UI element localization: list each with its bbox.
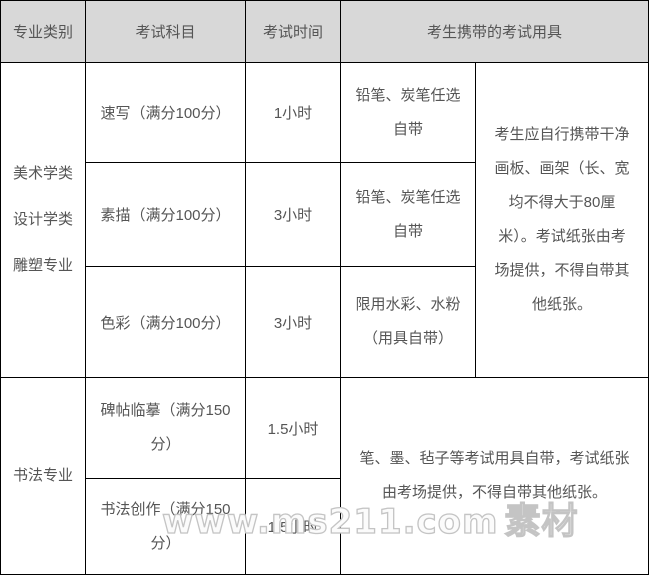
time-color: 3小时 [245, 266, 341, 378]
note-calligraphy: 笔、墨、毡子等考试用具自带，考试纸张 由考场提供，不得自带其他纸张。 [339, 377, 649, 575]
time-drawing: 3小时 [245, 162, 341, 267]
time-sketch: 1小时 [245, 62, 341, 163]
time-creation: 1.5小时 [245, 478, 341, 575]
subject-creation: 书法创作（满分150 分） [85, 478, 246, 575]
table-row-sketch: 美术学类 设计学类 雕塑专业 速写（满分100分） 1小时 铅笔、炭笔任选 自带… [0, 62, 649, 378]
subject-copying: 碑帖临摹（满分150 分） [85, 377, 246, 479]
tools-sketch: 铅笔、炭笔任选 自带 [340, 62, 476, 163]
table-row-drawing: 素描（满分100分） 3小时 铅笔、炭笔任选 自带 [1, 162, 649, 267]
header-tools: 考生携带的考试用具 [339, 0, 649, 63]
header-subject: 考试科目 [85, 0, 246, 63]
category-art: 美术学类 设计学类 雕塑专业 [0, 62, 86, 378]
tools-drawing: 铅笔、炭笔任选 自带 [340, 162, 476, 267]
header-time: 考试时间 [245, 0, 341, 63]
subject-drawing: 素描（满分100分） [85, 162, 246, 267]
category-calligraphy: 书法专业 [0, 377, 86, 575]
subject-sketch: 速写（满分100分） [85, 62, 246, 163]
subject-color: 色彩（满分100分） [85, 266, 246, 378]
tools-color: 限用水彩、水粉 （用具自带） [340, 266, 476, 378]
note-art: 考生应自行携带干净 画板、画架（长、宽 均不得大于80厘 米）。考试纸张由考 场… [474, 62, 649, 378]
table-row-color: 色彩（满分100分） 3小时 限用水彩、水粉 （用具自带） [1, 266, 649, 378]
table-row-copying: 书法专业 碑帖临摹（满分150 分） 1.5小时 笔、墨、毡子等考试用具自带，考… [0, 377, 649, 575]
header-row: 专业类别 考试科目 考试时间 考生携带的考试用具 [0, 0, 649, 63]
time-copying: 1.5小时 [245, 377, 341, 479]
header-category: 专业类别 [0, 0, 86, 63]
table-row-creation: 书法创作（满分150 分） 1.5小时 [1, 478, 649, 575]
